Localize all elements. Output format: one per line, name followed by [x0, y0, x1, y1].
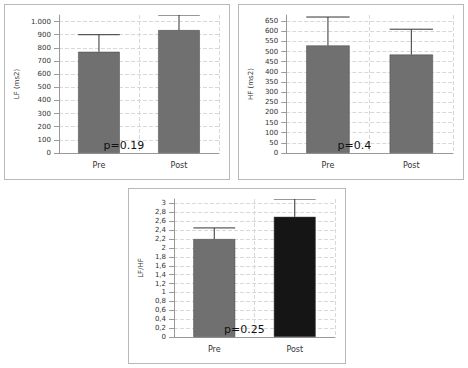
svg-text:Post: Post	[171, 161, 188, 170]
svg-text:0,4: 0,4	[155, 315, 167, 323]
svg-text:2,2: 2,2	[155, 235, 166, 243]
svg-text:2,4: 2,4	[155, 226, 167, 234]
svg-text:0,8: 0,8	[155, 297, 166, 305]
svg-text:p=0.19: p=0.19	[104, 139, 145, 152]
svg-text:300: 300	[38, 110, 51, 118]
svg-text:Post: Post	[286, 345, 303, 354]
svg-text:800: 800	[38, 44, 51, 52]
svg-text:500: 500	[38, 83, 51, 91]
svg-text:550: 550	[265, 37, 278, 45]
svg-text:100: 100	[265, 129, 278, 137]
svg-text:p=0.25: p=0.25	[224, 323, 265, 336]
svg-text:2: 2	[162, 244, 166, 252]
svg-text:0: 0	[274, 149, 278, 157]
svg-text:0: 0	[46, 149, 50, 157]
svg-text:HF (ms2): HF (ms2)	[247, 68, 255, 100]
svg-text:500: 500	[265, 48, 278, 56]
svg-text:50: 50	[269, 139, 278, 147]
svg-text:1.000: 1.000	[31, 18, 51, 26]
svg-text:Pre: Pre	[93, 161, 106, 170]
svg-text:700: 700	[38, 57, 51, 65]
svg-text:200: 200	[38, 123, 51, 131]
svg-text:p=0.4: p=0.4	[338, 139, 372, 152]
svg-text:650: 650	[265, 17, 278, 25]
svg-text:2,8: 2,8	[155, 208, 166, 216]
svg-text:150: 150	[265, 119, 278, 127]
svg-text:2,6: 2,6	[155, 217, 167, 225]
svg-text:0: 0	[162, 333, 166, 341]
svg-text:Pre: Pre	[322, 161, 335, 170]
svg-text:1,6: 1,6	[155, 262, 167, 270]
svg-text:3: 3	[162, 199, 166, 207]
svg-text:200: 200	[265, 108, 278, 116]
svg-text:LF (ms2): LF (ms2)	[13, 68, 21, 99]
svg-text:0,6: 0,6	[155, 306, 167, 314]
svg-text:250: 250	[265, 98, 278, 106]
svg-text:Pre: Pre	[208, 345, 221, 354]
svg-text:900: 900	[38, 31, 51, 39]
svg-text:400: 400	[38, 96, 51, 104]
svg-text:450: 450	[265, 58, 278, 66]
svg-text:LF/HF: LF/HF	[137, 258, 145, 278]
svg-text:Post: Post	[403, 161, 420, 170]
svg-text:0,2: 0,2	[155, 324, 166, 332]
svg-text:600: 600	[265, 27, 278, 35]
svg-text:350: 350	[265, 78, 278, 86]
svg-text:600: 600	[38, 70, 51, 78]
svg-text:400: 400	[265, 68, 278, 76]
svg-text:1: 1	[162, 288, 166, 296]
svg-text:1,4: 1,4	[155, 271, 167, 279]
svg-text:100: 100	[38, 136, 51, 144]
svg-text:1,2: 1,2	[155, 280, 166, 288]
svg-text:300: 300	[265, 88, 278, 96]
svg-text:1,8: 1,8	[155, 253, 166, 261]
